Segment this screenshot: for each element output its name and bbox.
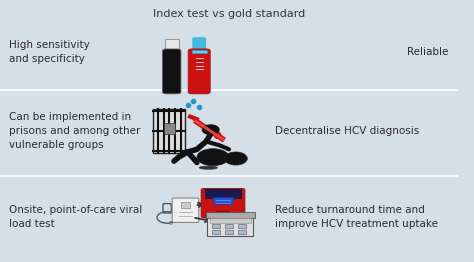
FancyBboxPatch shape <box>165 39 179 53</box>
Circle shape <box>202 125 219 134</box>
FancyBboxPatch shape <box>213 196 233 204</box>
Text: Reduce turnaround time and
improve HCV treatment uptake: Reduce turnaround time and improve HCV t… <box>275 205 438 230</box>
FancyBboxPatch shape <box>163 49 181 94</box>
FancyBboxPatch shape <box>192 50 207 53</box>
FancyBboxPatch shape <box>208 217 253 236</box>
FancyBboxPatch shape <box>201 189 245 217</box>
FancyBboxPatch shape <box>237 231 246 234</box>
FancyBboxPatch shape <box>198 37 202 53</box>
Ellipse shape <box>197 149 229 166</box>
FancyBboxPatch shape <box>205 189 241 198</box>
Circle shape <box>224 152 247 165</box>
FancyBboxPatch shape <box>210 218 251 223</box>
FancyBboxPatch shape <box>206 212 255 218</box>
FancyBboxPatch shape <box>200 37 204 53</box>
FancyBboxPatch shape <box>237 224 246 228</box>
Text: 0: 0 <box>169 221 173 226</box>
FancyBboxPatch shape <box>225 224 233 228</box>
Text: High sensitivity
and specificity: High sensitivity and specificity <box>9 40 90 64</box>
Text: Onsite, point-of-care viral
load test: Onsite, point-of-care viral load test <box>9 205 142 230</box>
FancyBboxPatch shape <box>194 37 199 53</box>
Ellipse shape <box>199 166 218 169</box>
FancyBboxPatch shape <box>212 231 220 234</box>
FancyBboxPatch shape <box>196 37 201 53</box>
Text: Can be implemented in
prisons and among other
vulnerable groups: Can be implemented in prisons and among … <box>9 112 140 150</box>
FancyBboxPatch shape <box>188 49 210 94</box>
FancyBboxPatch shape <box>164 123 175 134</box>
Text: Decentralise HCV diagnosis: Decentralise HCV diagnosis <box>275 126 419 136</box>
FancyBboxPatch shape <box>201 37 206 53</box>
FancyBboxPatch shape <box>181 202 190 208</box>
FancyBboxPatch shape <box>212 224 220 228</box>
Text: Index test vs gold standard: Index test vs gold standard <box>153 9 305 19</box>
FancyBboxPatch shape <box>154 109 185 153</box>
FancyBboxPatch shape <box>216 211 230 215</box>
FancyBboxPatch shape <box>192 37 197 53</box>
FancyBboxPatch shape <box>172 198 199 222</box>
FancyBboxPatch shape <box>225 231 233 234</box>
Text: Reliable: Reliable <box>408 47 449 57</box>
